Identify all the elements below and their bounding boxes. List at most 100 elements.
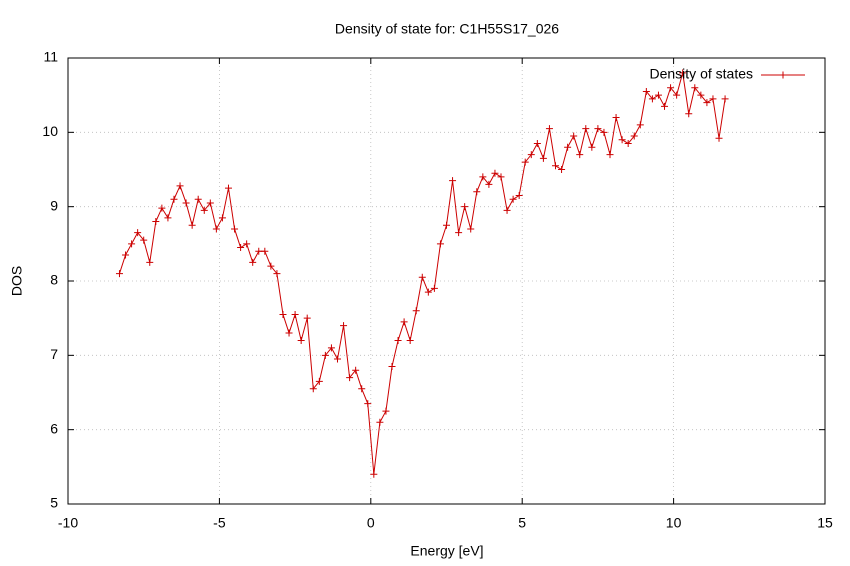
- data-point: [588, 143, 596, 151]
- data-point: [582, 125, 590, 133]
- data-point: [346, 374, 354, 382]
- data-point: [436, 240, 444, 248]
- data-point: [273, 270, 281, 278]
- y-tick-label: 5: [50, 495, 58, 511]
- data-point: [594, 125, 602, 133]
- y-tick-label: 9: [50, 197, 58, 213]
- data-point: [715, 134, 723, 142]
- data-point: [303, 314, 311, 322]
- data-point: [491, 169, 499, 177]
- data-point: [630, 132, 638, 140]
- data-point: [279, 310, 287, 318]
- data-point: [176, 182, 184, 190]
- data-point: [497, 173, 505, 181]
- data-point: [352, 366, 360, 374]
- y-tick-label: 11: [43, 49, 58, 65]
- data-point: [115, 270, 123, 278]
- data-point: [418, 273, 426, 281]
- data-point: [667, 84, 675, 92]
- data-point: [152, 218, 160, 226]
- data-point: [382, 407, 390, 415]
- data-point: [188, 221, 196, 229]
- data-point: [455, 229, 463, 237]
- data-point: [539, 154, 547, 162]
- data-point: [461, 203, 469, 211]
- data-point: [146, 258, 154, 266]
- data-point: [182, 199, 190, 207]
- plot-frame: [67, 57, 826, 505]
- data-point: [618, 136, 626, 144]
- data-point: [412, 307, 420, 315]
- data-point: [321, 351, 329, 359]
- data-point: [473, 188, 481, 196]
- data-point: [122, 251, 130, 259]
- x-axis-label: Energy [eV]: [410, 543, 483, 559]
- x-tick-label: 5: [518, 515, 526, 531]
- y-tick-label: 10: [42, 123, 58, 139]
- data-point: [358, 385, 366, 393]
- data-point: [285, 329, 293, 337]
- data-point: [521, 158, 529, 166]
- data-point: [400, 318, 408, 326]
- data-point: [527, 151, 535, 159]
- data-point: [564, 143, 572, 151]
- data-point: [212, 225, 220, 233]
- y-axis-label: DOS: [9, 266, 25, 296]
- data-point: [200, 206, 208, 214]
- data-point: [533, 139, 541, 147]
- data-point: [370, 470, 378, 478]
- data-point: [394, 336, 402, 344]
- data-point: [388, 362, 396, 370]
- data-point: [485, 180, 493, 188]
- data-point: [364, 400, 372, 408]
- data-point: [600, 128, 608, 136]
- data-point: [297, 336, 305, 344]
- data-point: [636, 121, 644, 129]
- data-point: [267, 262, 275, 270]
- data-point: [467, 225, 475, 233]
- data-point: [206, 199, 214, 207]
- data-point: [552, 162, 560, 170]
- data-point: [703, 99, 711, 107]
- data-point: [164, 214, 172, 222]
- data-point: [576, 151, 584, 159]
- data-point: [515, 192, 523, 200]
- y-tick-label: 8: [50, 272, 58, 288]
- data-point: [424, 288, 432, 296]
- data-point: [158, 204, 166, 212]
- data-point: [509, 195, 517, 203]
- data-point: [503, 206, 511, 214]
- data-point: [333, 355, 341, 363]
- data-point: [231, 225, 239, 233]
- data-point: [255, 247, 263, 255]
- data-point: [291, 310, 299, 318]
- data-point: [261, 247, 269, 255]
- data-point: [449, 177, 457, 185]
- data-point: [340, 322, 348, 330]
- chart-title: Density of state for: C1H55S17_026: [335, 21, 559, 37]
- data-point: [558, 166, 566, 173]
- data-point: [194, 195, 202, 203]
- data-point: [606, 151, 614, 159]
- data-point: [721, 95, 729, 103]
- data-point: [218, 214, 226, 222]
- data-point: [642, 87, 650, 95]
- x-tick-label: 10: [666, 515, 682, 531]
- data-point: [327, 344, 335, 352]
- data-point: [249, 258, 257, 266]
- y-tick-label: 6: [50, 420, 58, 436]
- data-point: [406, 336, 414, 344]
- x-tick-label: 0: [367, 515, 375, 531]
- data-point: [140, 236, 148, 244]
- x-tick-label: -5: [213, 515, 226, 531]
- data-point: [309, 385, 317, 393]
- data-point: [479, 173, 487, 181]
- legend-label: Density of states: [650, 66, 754, 82]
- data-point: [654, 91, 662, 99]
- data-point: [134, 229, 142, 237]
- data-point: [443, 221, 450, 229]
- data-point: [128, 240, 136, 248]
- data-point: [612, 113, 620, 121]
- data-point: [170, 195, 178, 203]
